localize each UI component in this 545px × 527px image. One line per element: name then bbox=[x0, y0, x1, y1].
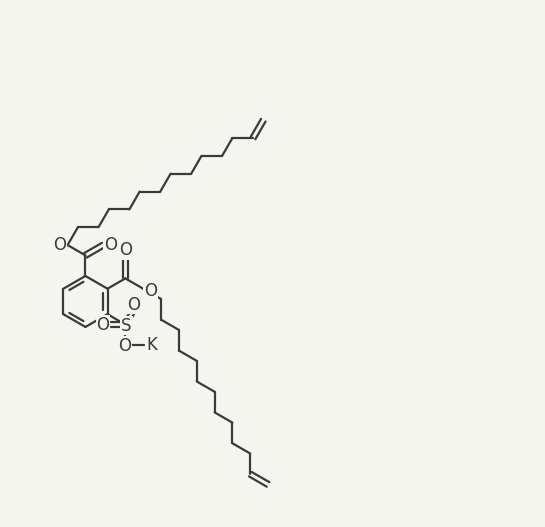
Text: O: O bbox=[104, 236, 117, 254]
Text: O: O bbox=[128, 296, 141, 314]
Text: K: K bbox=[146, 336, 157, 354]
Text: O: O bbox=[118, 337, 131, 355]
Text: O: O bbox=[53, 236, 66, 254]
Text: O: O bbox=[119, 241, 132, 259]
Text: S: S bbox=[121, 317, 132, 335]
Text: O: O bbox=[144, 282, 157, 300]
Text: O: O bbox=[96, 316, 110, 334]
